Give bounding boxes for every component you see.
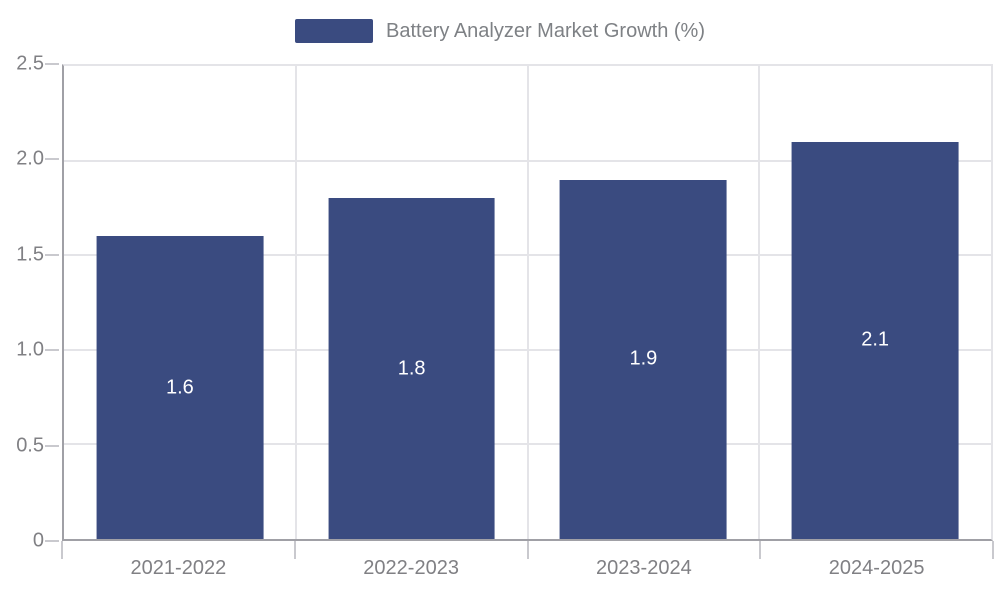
y-tick-label: 1.0 — [16, 338, 44, 361]
category-cell: 1.9 — [528, 66, 760, 539]
x-axis: 2021-2022 2022-2023 2023-2024 2024-2025 — [61, 541, 994, 596]
x-tick-label: 2021-2022 — [130, 557, 227, 579]
category-cell: 1.6 — [64, 66, 296, 539]
x-tick-label: 2024-2025 — [828, 557, 925, 579]
y-tick-mark — [45, 444, 59, 447]
bar-value-label: 1.8 — [397, 357, 426, 380]
v-gridline — [758, 66, 761, 539]
legend[interactable]: Battery Analyzer Market Growth (%) — [0, 18, 1000, 44]
category-cell: 1.8 — [296, 66, 528, 539]
bar-value-label: 2.1 — [861, 328, 890, 351]
bar-value-label: 1.6 — [165, 376, 194, 399]
x-tick-mark — [526, 541, 529, 559]
v-gridline — [294, 66, 297, 539]
y-tick-mark — [45, 540, 59, 542]
bar-value-label: 1.9 — [629, 347, 658, 370]
y-tick-label: 2.0 — [16, 147, 44, 170]
x-tick-label: 2022-2023 — [363, 557, 459, 579]
y-axis: 0 0.5 1.0 1.5 2.0 2.5 — [0, 53, 62, 552]
bar: 1.9 — [559, 179, 727, 539]
y-tick-mark — [45, 63, 59, 65]
y-tick-label: 1.5 — [16, 243, 44, 266]
x-tick-mark — [759, 541, 762, 559]
category-cell: 2.1 — [759, 66, 991, 539]
y-tick-label: 0.5 — [16, 434, 44, 457]
y-tick-mark — [45, 158, 59, 161]
y-tick-mark — [45, 253, 59, 256]
x-tick-mark — [61, 541, 63, 559]
y-tick-label: 2.5 — [16, 52, 44, 75]
bar: 1.6 — [96, 236, 264, 539]
x-tick-mark — [992, 541, 994, 559]
plot-area: 1.6 1.8 1.9 2.1 — [62, 64, 993, 541]
bars-layer: 1.6 1.8 1.9 2.1 — [64, 66, 991, 539]
bar: 1.8 — [328, 198, 496, 539]
y-tick-mark — [45, 349, 59, 352]
x-tick-label: 2023-2024 — [596, 557, 692, 579]
legend-label: Battery Analyzer Market Growth (%) — [386, 19, 705, 42]
v-gridline — [526, 66, 529, 539]
bar: 2.1 — [791, 141, 959, 539]
legend-swatch-icon — [295, 19, 373, 43]
y-tick-label: 0 — [32, 529, 44, 552]
x-tick-mark — [293, 541, 296, 559]
